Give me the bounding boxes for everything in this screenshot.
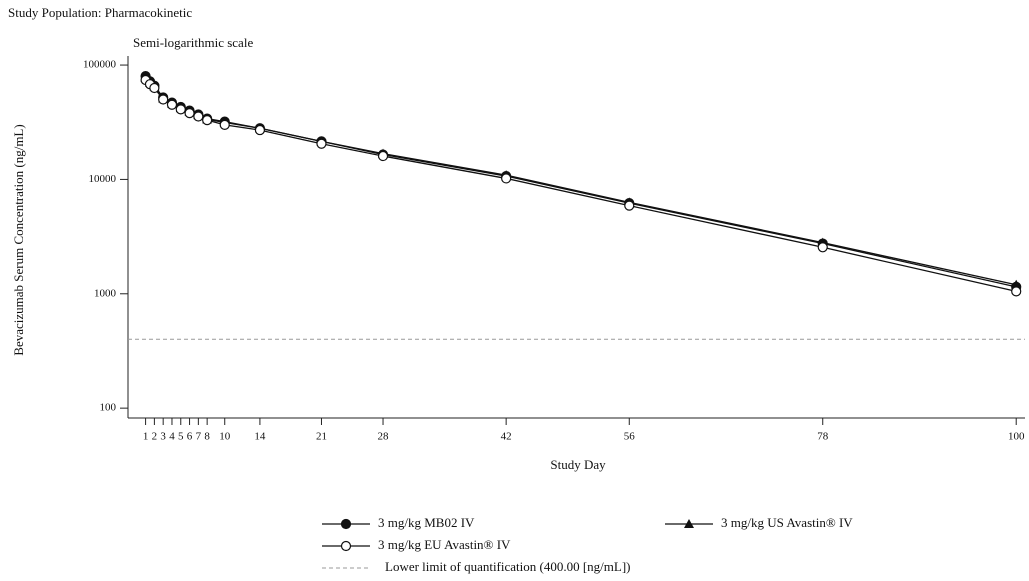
data-point (219, 119, 230, 130)
data-point (1011, 286, 1022, 297)
x-tick-label: 2 (152, 431, 158, 443)
data-point (184, 108, 195, 119)
data-point (254, 124, 266, 136)
data-point (817, 242, 828, 253)
x-tick-label: 5 (178, 431, 184, 443)
x-tick-label: 1 (143, 431, 149, 443)
x-tick-label: 6 (187, 431, 193, 443)
data-point (377, 150, 389, 162)
x-tick-label: 14 (254, 431, 266, 443)
data-point (166, 99, 178, 110)
x-tick-label: 21 (316, 431, 327, 443)
data-point (501, 173, 512, 184)
x-tick-label: 4 (169, 431, 175, 443)
y-tick-label: 10000 (89, 173, 117, 185)
data-point (149, 82, 160, 94)
legend-marker (684, 519, 694, 528)
y-tick-label: 100000 (83, 59, 117, 71)
x-tick-label: 100 (1008, 431, 1025, 443)
y-tick-label: 100 (100, 402, 117, 414)
data-point (1011, 279, 1022, 289)
y-axis-label: Bevacizumab Serum Concentration (ng/mL) (11, 124, 26, 355)
data-point (158, 94, 169, 105)
series-line (145, 75, 1017, 288)
legend-label: 3 mg/kg EU Avastin® IV (378, 537, 511, 552)
data-point (202, 115, 213, 126)
legend-label: Lower limit of quantification (400.00 [n… (385, 559, 631, 574)
legend-marker (340, 518, 352, 530)
data-point (316, 138, 327, 149)
legend-label: 3 mg/kg US Avastin® IV (721, 515, 853, 530)
chart-subtitle: Semi-logarithmic scale (133, 35, 253, 50)
x-tick-label: 42 (501, 431, 512, 443)
data-point (624, 200, 635, 211)
x-axis-label: Study Day (550, 457, 606, 472)
series-line (145, 79, 1017, 292)
x-tick-label: 7 (196, 431, 202, 443)
y-tick-label: 1000 (94, 287, 117, 299)
x-tick-label: 10 (219, 431, 231, 443)
x-tick-label: 56 (624, 431, 636, 443)
x-tick-label: 8 (204, 431, 210, 443)
x-tick-label: 28 (378, 431, 390, 443)
x-tick-label: 3 (160, 431, 166, 443)
legend-marker (340, 540, 352, 552)
chart-title: Study Population: Pharmacokinetic (8, 5, 192, 20)
series-line (145, 77, 1017, 286)
legend-label: 3 mg/kg MB02 IV (378, 515, 475, 530)
data-point (193, 111, 204, 122)
data-point (175, 104, 186, 115)
x-tick-label: 78 (817, 431, 829, 443)
